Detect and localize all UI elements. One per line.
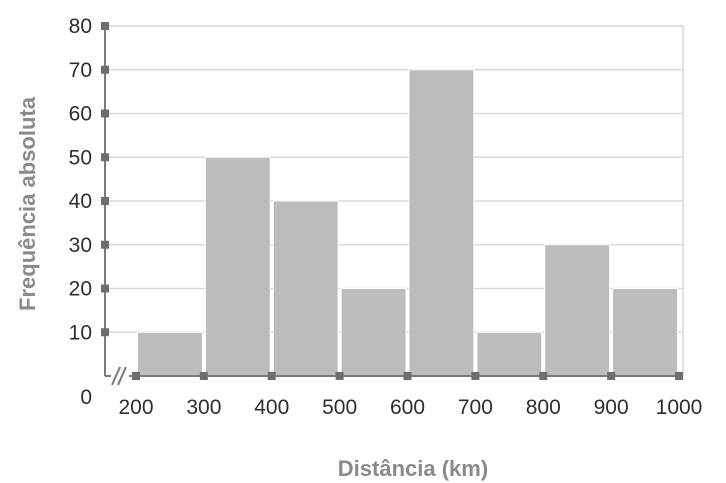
y-tick-label-70: 70 (69, 59, 92, 82)
x-tick-mark-400 (267, 372, 276, 380)
y-tick-label-10: 10 (69, 321, 92, 344)
x-tick-mark-200 (132, 372, 140, 380)
bar-800-900 (544, 244, 611, 377)
y-tick-mark-50 (101, 153, 109, 162)
bar-600-700 (408, 69, 475, 377)
y-tick-label-20: 20 (69, 278, 92, 301)
y-tick-mark-40 (101, 197, 109, 205)
x-tick-label-1000: 1000 (656, 396, 703, 419)
x-tick-label-900: 900 (594, 396, 629, 419)
bars (137, 69, 678, 377)
x-tick-mark-600 (403, 372, 412, 380)
x-tick-mark-1000 (675, 372, 683, 380)
x-tick-mark-900 (607, 372, 616, 380)
x-tick-mark-300 (199, 372, 208, 380)
bar-900-1000 (612, 288, 678, 377)
y-axis-title: Frequência absoluta (15, 96, 40, 311)
x-tick-label-600: 600 (390, 396, 425, 419)
x-tick-label-300: 300 (186, 396, 221, 419)
x-axis-title: Distância (km) (338, 456, 488, 481)
bar-300-400 (204, 156, 271, 377)
y-tick-label-30: 30 (69, 234, 92, 257)
axis-break-slash-1 (111, 366, 121, 386)
x-tick-label-700: 700 (458, 396, 493, 419)
x-tick-mark-500 (335, 372, 344, 380)
bar-500-600 (340, 288, 407, 377)
y-tick-mark-80 (101, 22, 109, 30)
y-tick-label-50: 50 (69, 146, 92, 169)
x-tick-label-800: 800 (526, 396, 561, 419)
x-axis-break-mark (111, 366, 129, 386)
y-tick-label-0: 0 (80, 386, 92, 409)
bar-700-800 (476, 331, 543, 377)
y-tick-mark-70 (101, 65, 109, 74)
y-tick-label-80: 80 (69, 15, 92, 38)
bar-200-300 (137, 331, 203, 377)
x-tick-mark-800 (539, 372, 548, 380)
x-tick-mark-700 (471, 372, 480, 380)
bar-400-500 (272, 200, 339, 377)
x-tick-label-200: 200 (118, 396, 153, 419)
y-tick-label-40: 40 (69, 190, 92, 213)
y-tick-mark-30 (101, 240, 109, 249)
x-tick-label-400: 400 (254, 396, 289, 419)
axis-break-slash-2 (117, 366, 127, 386)
y-tick-mark-60 (101, 109, 109, 118)
y-tick-mark-20 (101, 284, 109, 293)
y-ticks: 0 10 20 30 40 50 60 70 80 (69, 15, 109, 409)
x-tick-label-500: 500 (322, 396, 357, 419)
y-tick-label-60: 60 (69, 103, 92, 126)
y-tick-mark-10 (101, 328, 109, 337)
x-ticks: 200 300 400 500 600 700 800 900 1000 (118, 372, 702, 419)
